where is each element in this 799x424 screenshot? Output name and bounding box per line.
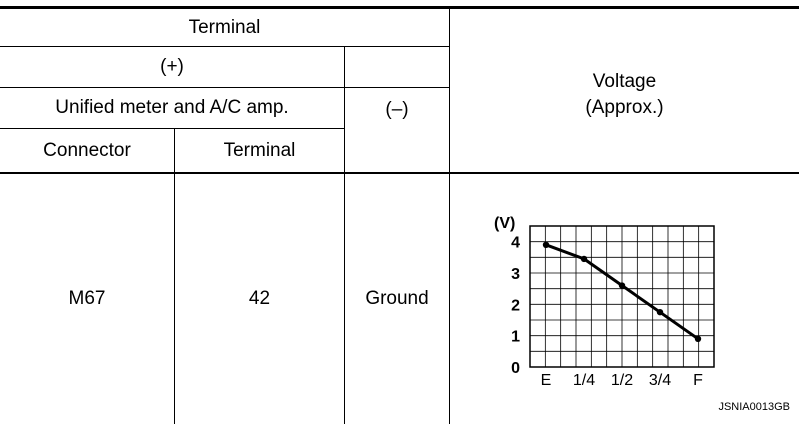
y-axis-label: (V) xyxy=(494,215,515,232)
y-tick-label: 0 xyxy=(511,360,520,377)
row-divider xyxy=(0,87,449,88)
chart-grid xyxy=(530,226,714,367)
header-plus: (+) xyxy=(160,56,184,77)
x-tick-labels: E 1/4 1/2 3/4 F xyxy=(541,372,703,389)
x-tick-label: E xyxy=(541,372,552,389)
header-bottom-border xyxy=(0,172,799,174)
y-tick-label: 4 xyxy=(511,235,520,252)
cell-ground: Ground xyxy=(365,288,429,309)
voltage-chart: 0 1 2 3 4 E 1/4 1/2 3/4 F (V) JSNIA0013GB xyxy=(494,215,790,413)
header-voltage: Voltage (Approx.) xyxy=(450,9,799,172)
x-tick-label: F xyxy=(693,372,703,389)
header-terminal-sub: Terminal xyxy=(223,139,296,161)
y-tick-labels: 0 1 2 3 4 xyxy=(511,235,520,377)
data-point xyxy=(694,335,702,342)
row-divider xyxy=(0,128,344,129)
y-tick-label: 3 xyxy=(511,266,520,283)
header-minus: (–) xyxy=(385,98,409,120)
header-unit-name: Unified meter and A/C amp. xyxy=(55,97,289,118)
y-tick-label: 1 xyxy=(511,329,520,346)
table-top-border xyxy=(0,6,799,9)
chart-frame xyxy=(529,225,715,368)
x-tick-label: 1/2 xyxy=(611,372,633,389)
header-connector: Connector xyxy=(43,139,131,161)
x-tick-label: 1/4 xyxy=(573,372,595,389)
column-divider xyxy=(344,46,345,424)
figure-id: JSNIA0013GB xyxy=(718,401,790,413)
row-divider xyxy=(0,46,449,47)
data-point xyxy=(618,282,626,289)
data-point xyxy=(542,241,550,248)
x-tick-label: 3/4 xyxy=(649,372,671,389)
header-terminal: Terminal xyxy=(188,16,261,38)
data-point xyxy=(580,255,588,263)
column-divider xyxy=(449,8,450,424)
y-tick-label: 2 xyxy=(511,297,520,314)
column-divider xyxy=(174,128,175,424)
cell-connector: M67 xyxy=(68,288,106,309)
data-point xyxy=(656,308,664,316)
cell-terminal: 42 xyxy=(248,288,271,309)
series-points xyxy=(542,241,702,342)
header-voltage-line2: (Approx.) xyxy=(585,96,664,118)
header-voltage-line1: Voltage xyxy=(592,70,657,92)
